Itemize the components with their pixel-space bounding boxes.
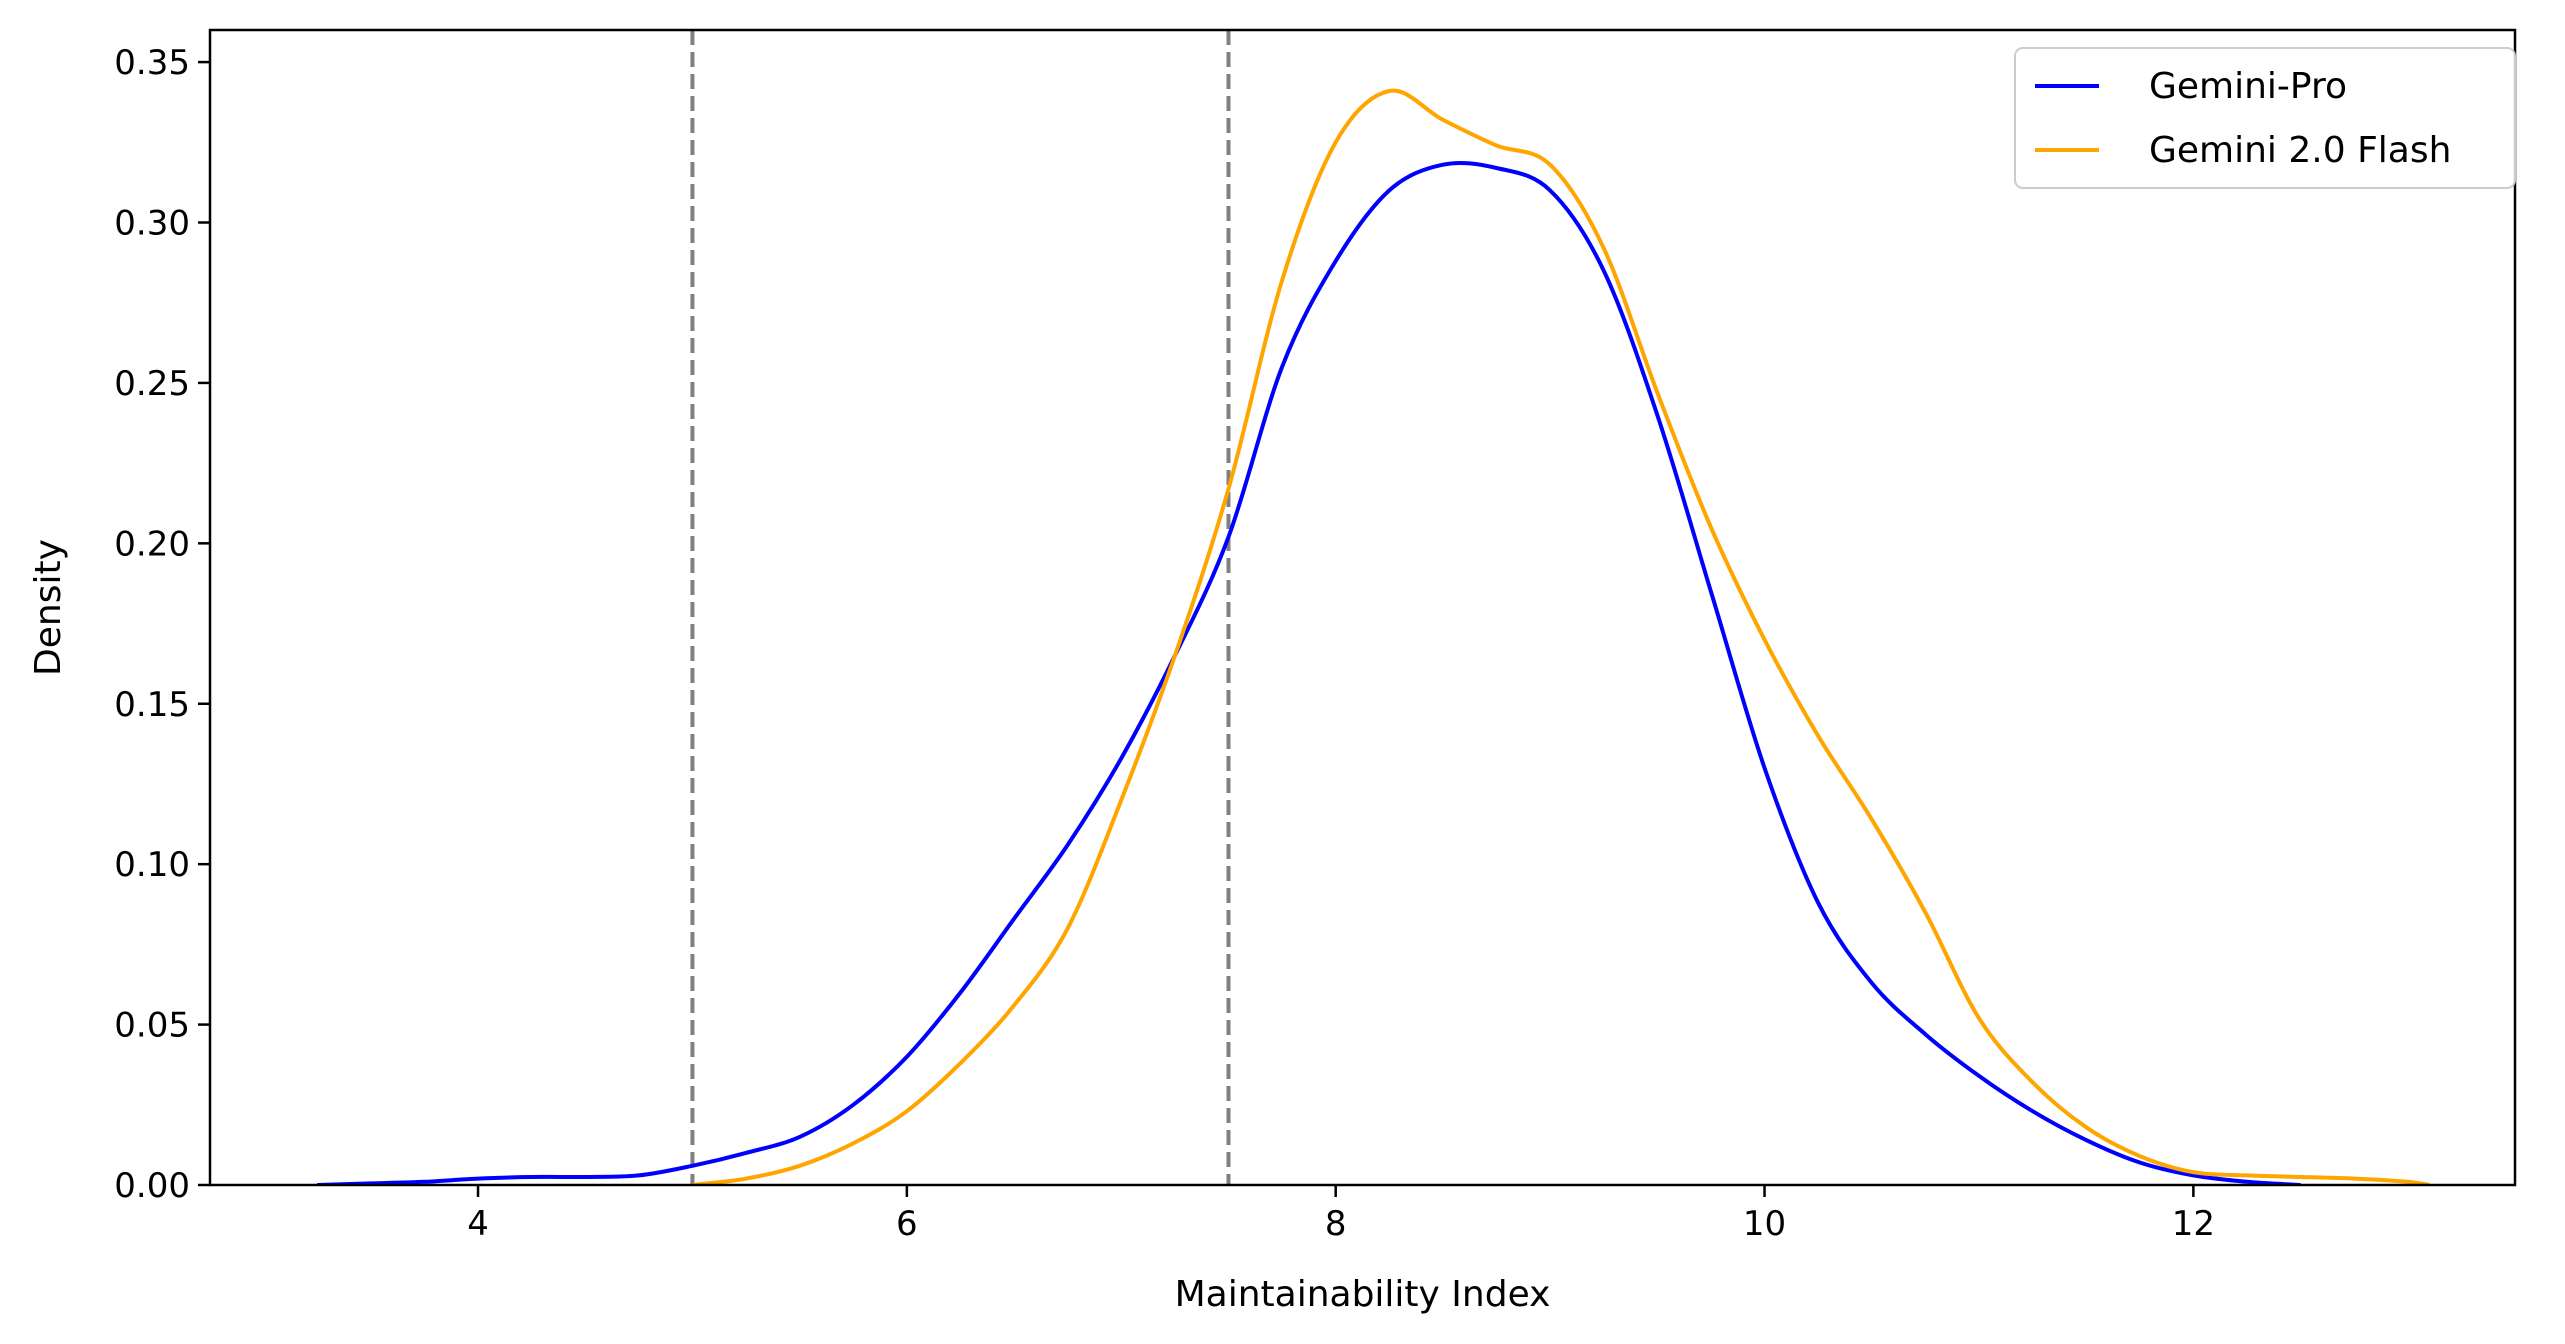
series-line-2: [692, 88, 2430, 1185]
legend-label-2: Gemini 2.0 Flash: [2149, 130, 2451, 171]
y-tick-label: 0.20: [114, 524, 190, 564]
axes-frame: [208, 28, 2517, 1187]
x-axis-label: Maintainability Index: [1175, 1274, 1551, 1315]
axes: 4 6 8 10 12 0.00 0.05 0.10 0.15 0.20 0.25 0.30 0.35: [114, 28, 2517, 1244]
y-tick-label: 0.00: [114, 1166, 190, 1206]
legend: Gemini-Pro Gemini 2.0 Flash: [2014, 47, 2516, 189]
y-tick-label: 0.30: [114, 204, 190, 244]
x-tick-label: 8: [1325, 1204, 1347, 1244]
legend-box: [2014, 47, 2516, 189]
y-tick-label: 0.25: [114, 364, 190, 404]
x-tick-label: 10: [1743, 1204, 1786, 1244]
x-tick-label: 6: [896, 1204, 918, 1244]
legend-label-1: Gemini-Pro: [2149, 66, 2347, 107]
y-tick-label: 0.05: [114, 1006, 190, 1046]
plot-content: [317, 30, 2430, 1185]
y-tick-label: 0.10: [114, 845, 190, 885]
x-tick-label: 4: [467, 1204, 489, 1244]
y-tick-label: 0.35: [114, 43, 190, 83]
y-axis-label: Density: [28, 539, 69, 676]
series-line-1: [317, 160, 2301, 1185]
y-tick-label: 0.15: [114, 685, 190, 725]
x-tick-label: 12: [2172, 1204, 2215, 1244]
